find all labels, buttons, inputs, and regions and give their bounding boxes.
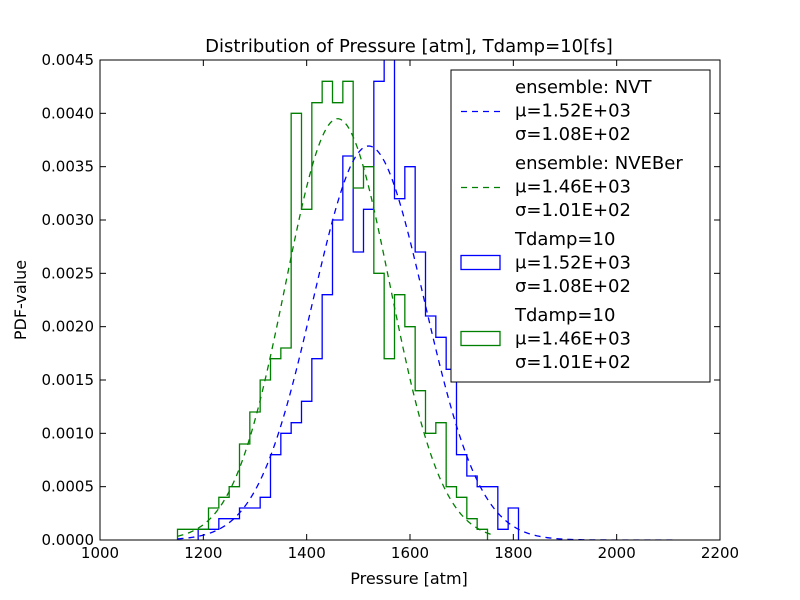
x-tick-label: 2200	[701, 544, 739, 562]
x-tick-label: 1200	[184, 544, 222, 562]
y-tick-label: 0.0025	[42, 264, 95, 282]
legend-histogram-series-2-text: Tdamp=10	[514, 305, 615, 326]
y-tick-label: 0.0040	[42, 104, 95, 122]
y-tick-label: 0.0020	[42, 318, 95, 336]
legend-histogram-series-2-swatch	[460, 330, 501, 347]
y-tick-label: 0.0000	[42, 531, 95, 549]
legend-histogram-series-1-text: Tdamp=10	[514, 229, 615, 250]
legend: ensemble: NVTμ=1.52E+03σ=1.08E+02ensembl…	[450, 69, 711, 383]
legend-fit-curve-2-text: ensemble: NVEBer	[515, 153, 683, 174]
chart-title: Distribution of Pressure [atm], Tdamp=10…	[205, 36, 613, 57]
histogram-series-2	[176, 80, 489, 540]
y-tick-label: 0.0030	[42, 211, 95, 229]
x-tick-label: 1400	[288, 544, 326, 562]
histogram-series-1	[197, 60, 520, 540]
legend-fit-curve-1-text: ensemble: NVT	[515, 77, 653, 98]
legend-histogram-series-1-swatch	[460, 254, 501, 271]
fit-curve-2	[177, 118, 492, 537]
legend-histogram-series-2-text: μ=1.46E+03	[515, 329, 631, 350]
y-tick-label: 0.0005	[42, 478, 95, 496]
y-axis-label: PDF-value	[11, 260, 30, 340]
x-tick-label: 1000	[81, 544, 119, 562]
legend-histogram-series-2-text: σ=1.01E+02	[515, 352, 631, 373]
x-tick-label: 1800	[494, 544, 532, 562]
legend-fit-curve-2-text: σ=1.01E+02	[515, 200, 631, 221]
y-tick-label: 0.0015	[42, 371, 95, 389]
legend-fit-curve-1-text: μ=1.52E+03	[515, 101, 631, 122]
axes: 1000 1200 1400 1600 1800 2000 2200 0.0000 0.0005…	[42, 51, 740, 562]
legend-histogram-series-1-text: μ=1.52E+03	[515, 253, 631, 274]
y-tick-label: 0.0035	[42, 158, 95, 176]
legend-fit-curve-2-text: μ=1.46E+03	[515, 177, 631, 198]
x-tick-label: 2000	[598, 544, 636, 562]
legend-histogram-series-1-text: σ=1.08E+02	[515, 276, 631, 297]
legend-fit-curve-1-text: σ=1.08E+02	[515, 124, 631, 145]
x-axis-label: Pressure [atm]	[350, 569, 468, 588]
x-tick-label: 1600	[391, 544, 429, 562]
y-tick-label: 0.0010	[42, 424, 95, 442]
y-tick-label: 0.0045	[42, 51, 95, 69]
legend-box	[450, 69, 711, 383]
